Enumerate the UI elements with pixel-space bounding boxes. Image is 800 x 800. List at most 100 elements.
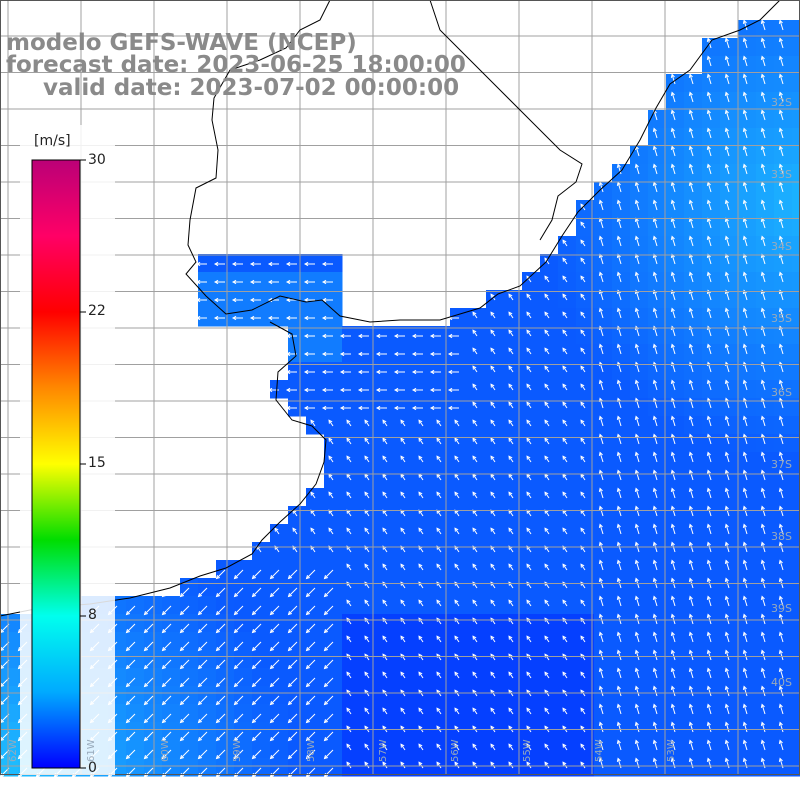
wind-arrow (562, 527, 568, 535)
wind-arrow (162, 695, 172, 705)
wind-arrow (490, 419, 496, 427)
wind-arrow-head (303, 351, 309, 357)
wind-arrow-head (454, 743, 459, 748)
wind-arrow-head (364, 635, 369, 640)
wind-speed-cell (324, 308, 343, 327)
wind-arrow (653, 344, 658, 355)
wind-speed-cell (432, 596, 451, 615)
wind-speed-cell (468, 524, 487, 543)
lat-label: 37S (771, 458, 792, 471)
wind-arrow-head (562, 725, 567, 730)
wind-arrow (508, 455, 514, 463)
wind-speed-cell (360, 704, 379, 723)
wind-arrow-head (724, 523, 729, 528)
wind-arrow (490, 437, 496, 445)
wind-arrow-head (724, 199, 729, 204)
wind-arrow (216, 731, 226, 741)
wind-arrow (436, 707, 442, 715)
wind-speed-cell (486, 560, 505, 579)
wind-arrow-head (598, 685, 603, 690)
wind-arrow-head (688, 379, 693, 384)
wind-arrow-head (742, 433, 747, 438)
wind-arrow-head (447, 405, 453, 411)
wind-arrow-head (760, 739, 765, 744)
wind-arrow (743, 524, 748, 535)
wind-speed-cell (504, 614, 523, 633)
wind-arrow (364, 437, 370, 445)
wind-arrow (234, 731, 244, 741)
wind-speed-cell (486, 614, 505, 633)
wind-speed-cell (558, 650, 577, 669)
wind-arrow-head (161, 700, 167, 706)
wind-arrow-head (562, 743, 567, 748)
wind-arrow (689, 506, 694, 517)
wind-arrow-head (760, 127, 765, 132)
wind-speed-cell (792, 182, 800, 201)
wind-speed-cell (558, 632, 577, 651)
wind-arrow-head (778, 271, 783, 276)
wind-arrow-head (328, 437, 333, 442)
wind-arrow (490, 671, 496, 679)
wind-arrow (707, 200, 712, 211)
wind-arrow (671, 164, 676, 175)
wind-arrow (635, 506, 640, 517)
wind-arrow-head (143, 610, 149, 616)
wind-speed-cell (396, 506, 415, 525)
wind-speed-cell (378, 650, 397, 669)
wind-arrow (454, 707, 460, 715)
wind-arrow (270, 713, 280, 723)
wind-arrow-head (634, 631, 639, 636)
wind-arrow-head (303, 315, 309, 321)
wind-arrow (725, 452, 730, 463)
wind-arrow-head (251, 592, 257, 598)
wind-arrow (144, 623, 154, 633)
wind-arrow-head (706, 451, 711, 456)
wind-arrow (400, 473, 406, 481)
wind-arrow-head (778, 145, 783, 150)
wind-arrow-head (393, 333, 399, 339)
wind-arrow (270, 623, 280, 633)
wind-arrow-head (616, 613, 621, 618)
wind-arrow-head (778, 595, 783, 600)
wind-arrow (580, 653, 586, 661)
wind-speed-cell (558, 488, 577, 507)
wind-speed-cell (432, 632, 451, 651)
wind-speed-cell (468, 632, 487, 651)
wind-arrow (689, 740, 694, 751)
wind-speed-cell (360, 614, 379, 633)
wind-arrow-head (429, 369, 435, 375)
wind-arrow (689, 380, 694, 391)
wind-speed-cell (342, 344, 361, 363)
wind-arrow-head (742, 199, 747, 204)
wind-arrow (454, 527, 460, 535)
wind-arrow (288, 731, 298, 741)
wind-arrow-head (706, 199, 711, 204)
wind-arrow (653, 416, 658, 427)
wind-arrow-head (778, 73, 783, 78)
wind-arrow-head (562, 671, 567, 676)
wind-arrow-head (616, 505, 621, 510)
wind-arrow-head (490, 311, 495, 316)
wind-speed-cell (432, 434, 451, 453)
wind-arrow (707, 416, 712, 427)
wind-speed-cell (324, 362, 343, 381)
wind-arrow-head (526, 311, 531, 316)
wind-arrow (761, 452, 766, 463)
wind-speed-cell (234, 308, 253, 327)
wind-speed-cell (792, 506, 800, 525)
wind-arrow-head (652, 667, 657, 672)
wind-arrow-head (616, 667, 621, 672)
wind-arrow-head (382, 761, 387, 766)
wind-arrow-head (305, 682, 311, 688)
wind-arrow-head (688, 631, 693, 636)
wind-arrow-head (634, 487, 639, 492)
wind-speed-cell (522, 686, 541, 705)
wind-speed-cell (792, 362, 800, 381)
wind-arrow-head (197, 754, 203, 760)
wind-arrow (436, 491, 442, 499)
wind-arrow-head (251, 700, 257, 706)
wind-arrow (653, 650, 658, 661)
wind-arrow (617, 740, 622, 751)
wind-speed-cell (558, 560, 577, 579)
